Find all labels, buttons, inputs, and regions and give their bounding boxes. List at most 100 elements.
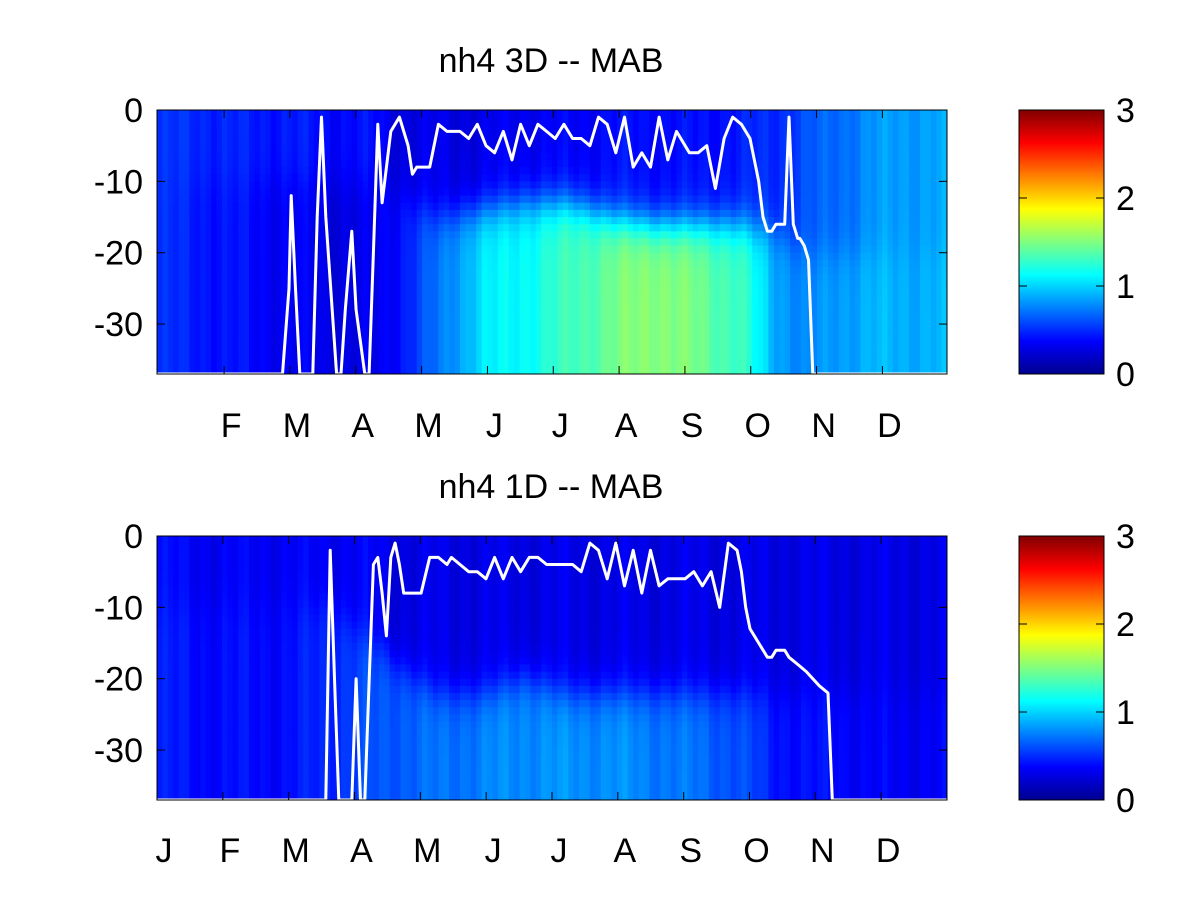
heatmap-cell — [606, 266, 613, 275]
heatmap-cell — [427, 117, 434, 125]
heatmap-cell — [487, 138, 494, 147]
heatmap-cell — [882, 145, 889, 154]
heatmap-cell — [833, 138, 840, 147]
heatmap-cell — [622, 224, 629, 232]
heatmap-cell — [795, 338, 802, 347]
heatmap-cell — [276, 174, 283, 182]
heatmap-cell — [573, 309, 580, 318]
heatmap-cell — [595, 152, 602, 161]
heatmap-cell — [622, 231, 629, 240]
heatmap-cell — [227, 302, 234, 311]
heatmap-cell — [254, 174, 261, 182]
heatmap-cell — [243, 281, 250, 289]
heatmap-cell — [173, 288, 180, 297]
heatmap-cell — [757, 345, 764, 354]
heatmap-cell — [595, 181, 602, 190]
heatmap-cell — [454, 217, 461, 225]
heatmap-cell — [481, 224, 488, 232]
heatmap-cell — [238, 316, 245, 325]
heatmap-cell — [822, 366, 829, 374]
heatmap-cell — [871, 152, 878, 161]
heatmap-cell — [330, 345, 337, 354]
heatmap-cell — [822, 188, 829, 197]
heatmap-cell — [562, 181, 569, 190]
heatmap-cell — [476, 245, 483, 254]
heatmap-cell — [633, 138, 640, 147]
heatmap-cell — [254, 110, 261, 118]
heatmap-cell — [243, 159, 250, 168]
heatmap-cell — [476, 352, 483, 361]
heatmap-cell — [173, 110, 180, 118]
heatmap-cell — [178, 238, 185, 247]
heatmap-cell — [541, 145, 548, 154]
heatmap-cell — [443, 274, 450, 282]
heatmap-cell — [768, 181, 775, 190]
heatmap-cell — [844, 281, 851, 289]
heatmap-cell — [330, 110, 337, 118]
heatmap-cell — [589, 152, 596, 161]
heatmap-cell — [286, 181, 293, 190]
heatmap-cell — [265, 345, 272, 354]
heatmap-cell — [752, 252, 759, 261]
heatmap-cell — [438, 316, 445, 325]
heatmap-cell — [432, 159, 439, 168]
heatmap-cell — [465, 259, 472, 268]
heatmap-cell — [871, 217, 878, 225]
heatmap-cell — [568, 138, 575, 147]
heatmap-cell — [416, 266, 423, 275]
heatmap-cell — [855, 274, 862, 282]
heatmap-cell — [855, 195, 862, 204]
heatmap-cell — [308, 302, 315, 311]
heatmap-cell — [681, 238, 688, 247]
heatmap-cell — [741, 224, 748, 232]
heatmap-cell — [389, 366, 396, 374]
heatmap-cell — [763, 295, 770, 304]
heatmap-cell — [411, 145, 418, 154]
heatmap-cell — [768, 131, 775, 140]
heatmap-cell — [882, 324, 889, 332]
heatmap-cell — [719, 252, 726, 261]
heatmap-cell — [432, 224, 439, 232]
heatmap-cell — [389, 231, 396, 240]
heatmap-cell — [178, 124, 185, 133]
heatmap-cell — [541, 159, 548, 168]
heatmap-cell — [746, 288, 753, 297]
heatmap-cell — [616, 195, 623, 204]
heatmap-cell — [687, 324, 694, 332]
heatmap-cell — [871, 174, 878, 182]
heatmap-cell — [752, 238, 759, 247]
heatmap-cell — [487, 345, 494, 354]
heatmap-cell — [833, 259, 840, 268]
heatmap-cell — [248, 167, 255, 175]
heatmap-cell — [519, 152, 526, 161]
heatmap-cell — [763, 159, 770, 168]
heatmap-cell — [860, 159, 867, 168]
heatmap-cell — [476, 224, 483, 232]
heatmap-cell — [827, 152, 834, 161]
heatmap-cell — [752, 174, 759, 182]
heatmap-cell — [378, 245, 385, 254]
heatmap-cell — [238, 295, 245, 304]
heatmap-cell — [779, 316, 786, 325]
heatmap-cell — [687, 159, 694, 168]
heatmap-cell — [773, 245, 780, 254]
heatmap-cell — [838, 366, 845, 374]
heatmap-cell — [660, 224, 667, 232]
heatmap-cell — [611, 324, 618, 332]
heatmap-cell — [503, 117, 510, 125]
heatmap-cell — [481, 110, 488, 118]
heatmap-cell — [535, 145, 542, 154]
heatmap-cell — [833, 110, 840, 118]
heatmap-cell — [167, 331, 174, 339]
heatmap-cell — [238, 324, 245, 332]
heatmap-cell — [882, 245, 889, 254]
heatmap-cell — [763, 359, 770, 368]
heatmap-cell — [822, 224, 829, 232]
heatmap-cell — [546, 309, 553, 318]
heatmap-cell — [589, 117, 596, 125]
heatmap-cell — [855, 224, 862, 232]
heatmap-cell — [308, 259, 315, 268]
heatmap-cell — [346, 338, 353, 347]
heatmap-cell — [395, 159, 402, 168]
heatmap-cell — [449, 231, 456, 240]
